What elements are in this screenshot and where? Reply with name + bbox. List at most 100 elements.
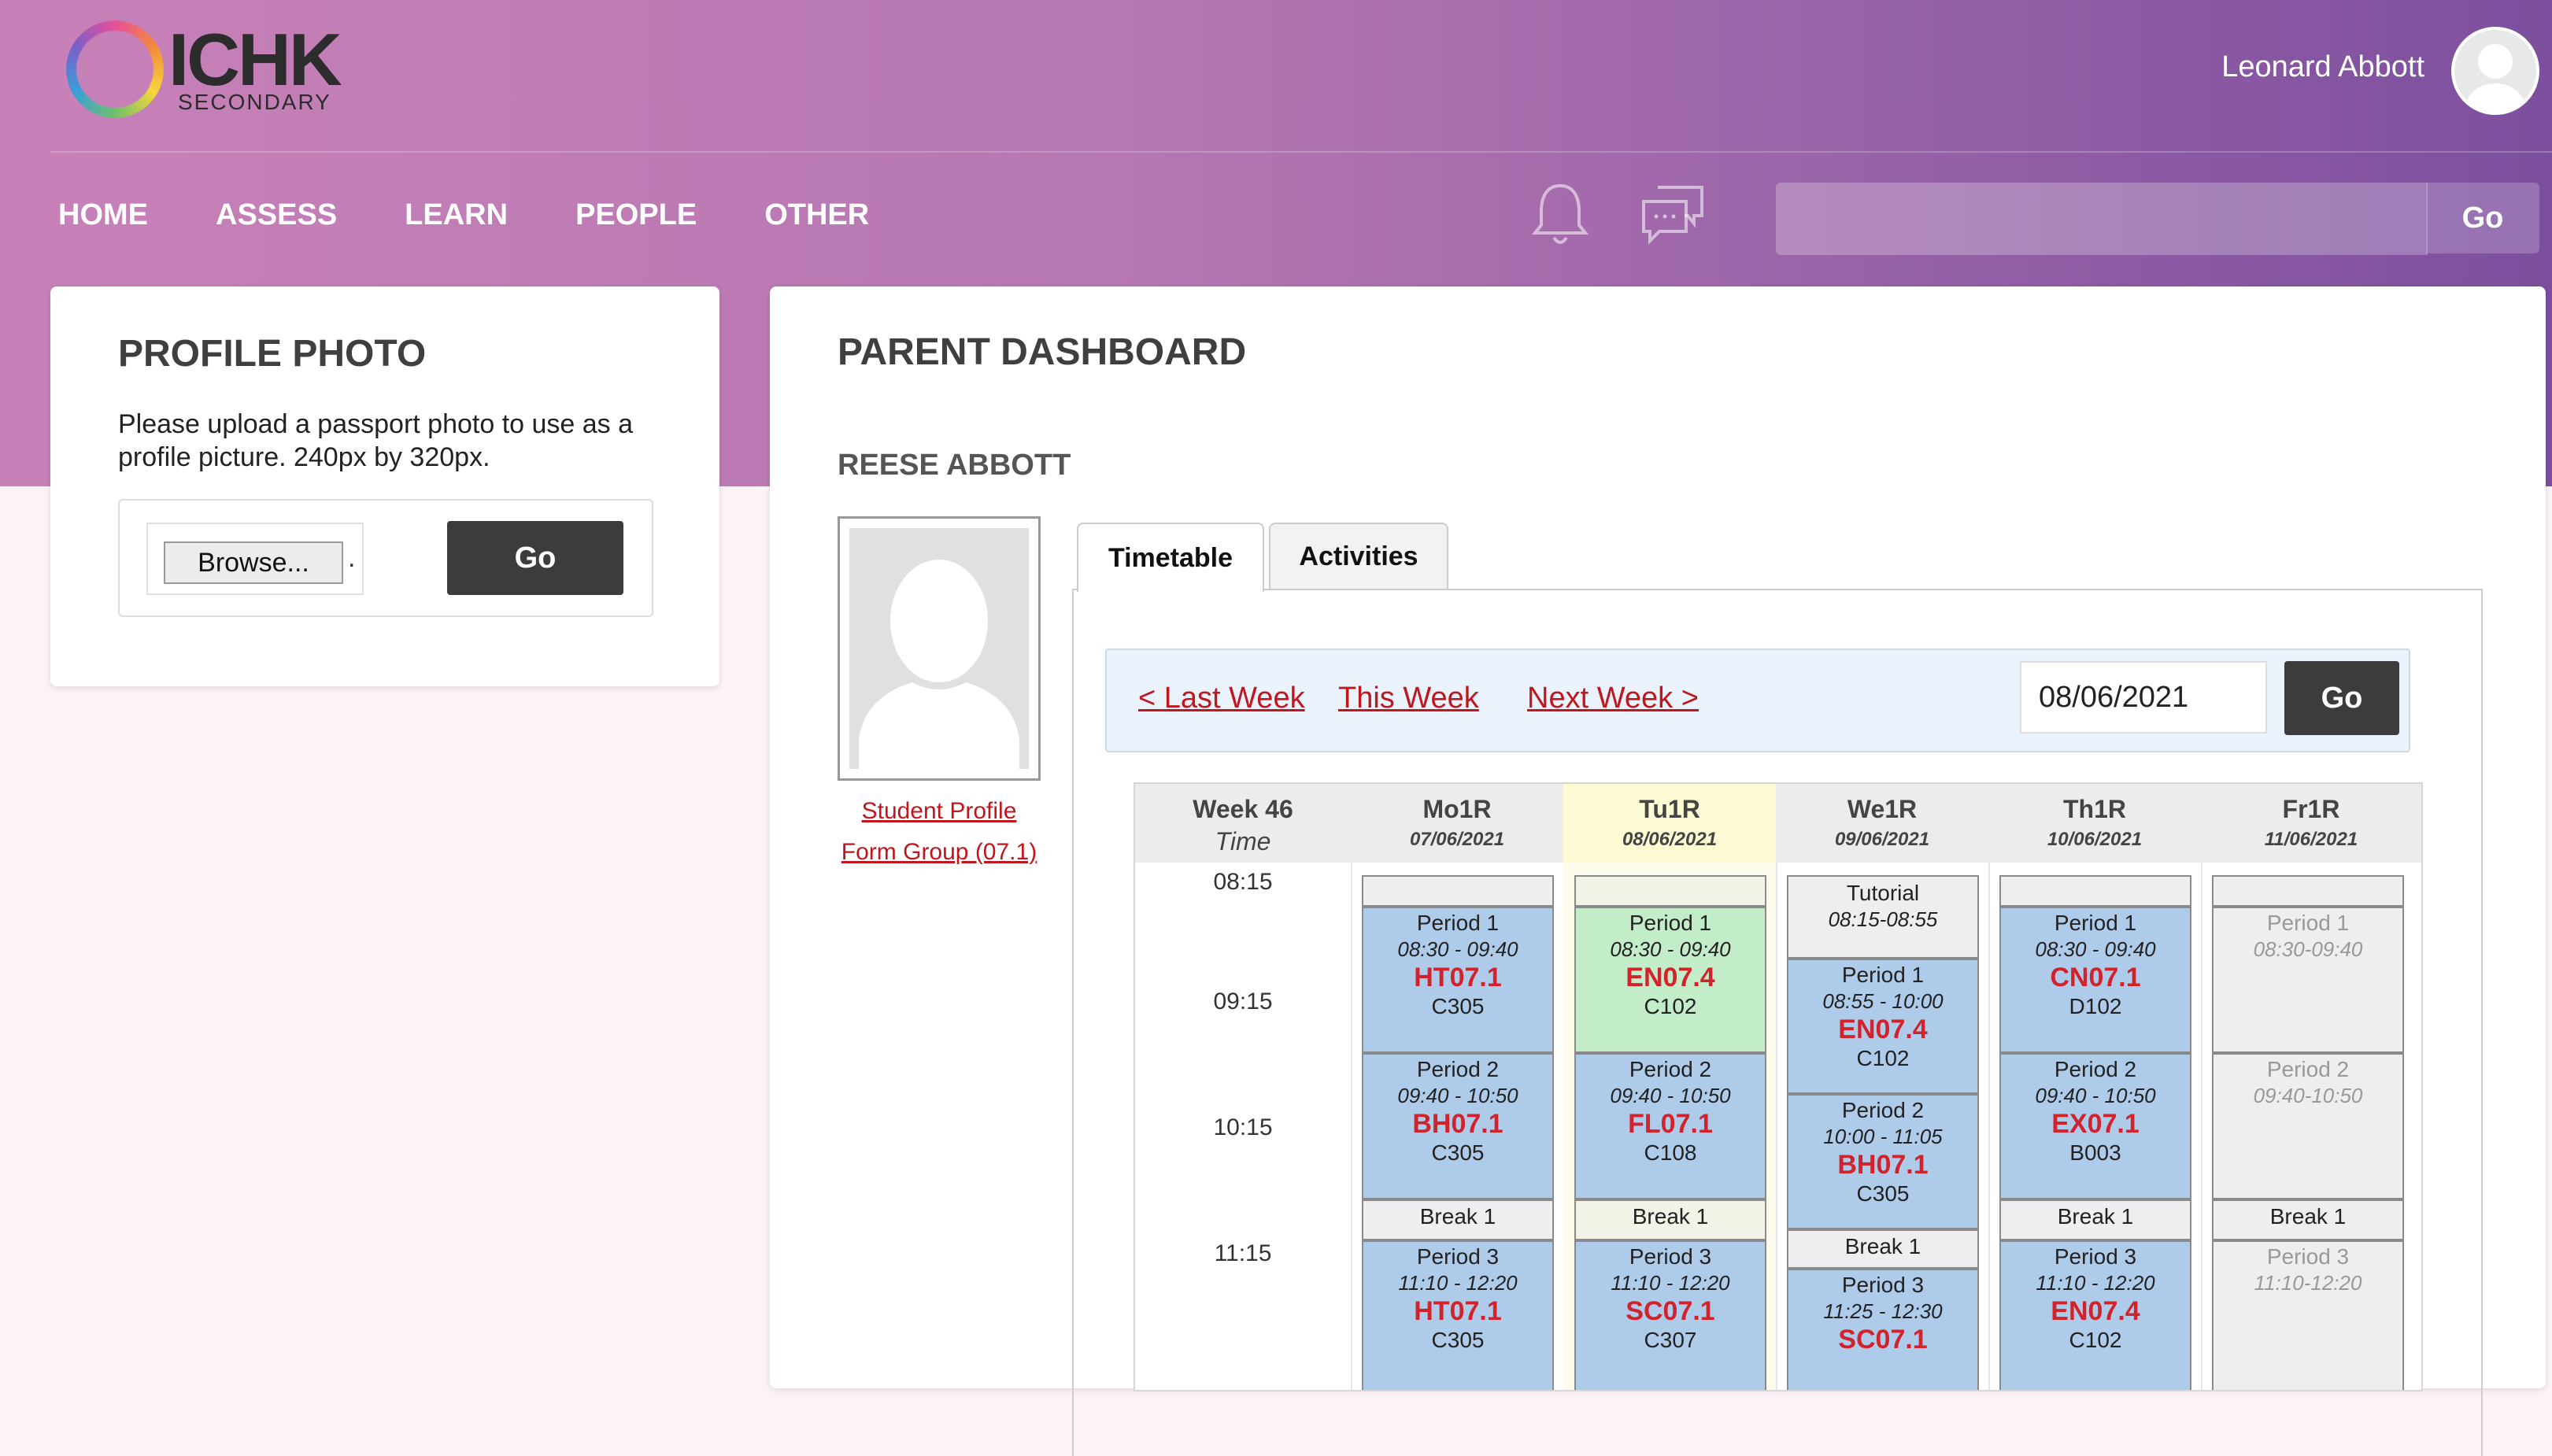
period-label: Period 2 bbox=[2266, 1057, 2350, 1081]
student-name: REESE ABBOTT bbox=[838, 449, 1071, 482]
profile-photo-title: PROFILE PHOTO bbox=[118, 333, 427, 375]
lesson-block-inactive[interactable]: Period 2 09:40-10:50 bbox=[2212, 1053, 2404, 1199]
time-slot: 11:15 bbox=[1214, 1240, 1272, 1266]
class-code: EN07.4 bbox=[2051, 1296, 2140, 1326]
lesson-block[interactable]: Period 1 08:30 - 09:40 CN07.1 D102 bbox=[1999, 907, 2191, 1053]
nav-other[interactable]: OTHER bbox=[764, 198, 870, 231]
room: C102 bbox=[2069, 1328, 2122, 1352]
day-header-th: Th1R 10/06/2021 bbox=[1988, 784, 2202, 863]
file-name-text: . bbox=[348, 543, 356, 573]
day-header-fr: Fr1R 11/06/2021 bbox=[2201, 784, 2421, 863]
empty-slot bbox=[1362, 875, 1554, 907]
student-photo bbox=[838, 516, 1041, 781]
time-slot: 10:15 bbox=[1213, 1114, 1273, 1140]
period-time: 09:40-10:50 bbox=[2253, 1084, 2363, 1107]
time-column: 08:15 09:15 10:15 11:15 bbox=[1135, 863, 1352, 1390]
profile-photo-card: PROFILE PHOTO Please upload a passport p… bbox=[50, 286, 719, 686]
lesson-block[interactable]: Period 2 09:40 - 10:50 EX07.1 B003 bbox=[1999, 1053, 2191, 1199]
room: C108 bbox=[1644, 1140, 1697, 1165]
week-label: Week 46 bbox=[1193, 795, 1293, 823]
nav-assess[interactable]: ASSESS bbox=[216, 198, 338, 231]
next-week-link[interactable]: Next Week > bbox=[1527, 682, 1699, 715]
day-date: 11/06/2021 bbox=[2264, 829, 2358, 850]
student-profile-link[interactable]: Student Profile bbox=[861, 798, 1017, 824]
search-input[interactable] bbox=[1776, 183, 2428, 255]
period-time: 10:00 - 11:05 bbox=[1823, 1125, 1943, 1148]
tab-activities[interactable]: Activities bbox=[1269, 523, 1448, 589]
class-code: HT07.1 bbox=[1414, 963, 1502, 992]
week-navigation: < Last Week This Week Next Week > 08/06/… bbox=[1105, 649, 2410, 752]
this-week-link[interactable]: This Week bbox=[1338, 682, 1479, 715]
lesson-block[interactable]: Period 2 09:40 - 10:50 BH07.1 C305 bbox=[1362, 1053, 1554, 1199]
lesson-block[interactable]: Period 3 11:25 - 12:30 SC07.1 bbox=[1787, 1269, 1979, 1390]
form-group-link[interactable]: Form Group (07.1) bbox=[841, 839, 1037, 865]
search-go-button[interactable]: Go bbox=[2426, 183, 2539, 253]
dashboard-title: PARENT DASHBOARD bbox=[838, 331, 1247, 373]
period-label: Period 1 bbox=[1629, 911, 1712, 935]
school-logo[interactable]: ICHK SECONDARY bbox=[66, 17, 350, 120]
day-name: Tu1R bbox=[1639, 795, 1700, 823]
file-input[interactable]: Browse... . bbox=[146, 523, 364, 595]
class-code: EN07.4 bbox=[1838, 1014, 1928, 1044]
period-label: Period 1 bbox=[2266, 911, 2350, 935]
nav-people[interactable]: PEOPLE bbox=[575, 198, 697, 231]
break-block: Break 1 bbox=[1362, 1199, 1554, 1240]
nav-home[interactable]: HOME bbox=[58, 198, 148, 231]
date-go-button[interactable]: Go bbox=[2284, 661, 2399, 735]
period-time: 08:30 - 09:40 bbox=[1610, 937, 1731, 961]
class-code: SC07.1 bbox=[1838, 1325, 1928, 1354]
period-label: Period 1 bbox=[2054, 911, 2137, 935]
time-slot: 09:15 bbox=[1213, 989, 1273, 1014]
lesson-block-inactive[interactable]: Period 3 11:10-12:20 bbox=[2212, 1240, 2404, 1390]
period-label: Period 2 bbox=[2054, 1057, 2137, 1081]
logo-subtext: SECONDARY bbox=[178, 90, 331, 114]
break-label: Break 1 bbox=[1632, 1204, 1709, 1229]
room: C102 bbox=[1856, 1046, 1910, 1070]
last-week-link[interactable]: < Last Week bbox=[1138, 682, 1305, 715]
room: B003 bbox=[2069, 1140, 2121, 1165]
period-label: Tutorial bbox=[1846, 881, 1920, 905]
day-header-mo: Mo1R 07/06/2021 bbox=[1351, 784, 1565, 863]
period-label: Period 3 bbox=[1416, 1244, 1500, 1269]
lesson-block[interactable]: Period 1 08:55 - 10:00 EN07.4 C102 bbox=[1787, 959, 1979, 1094]
browse-button[interactable]: Browse... bbox=[164, 541, 343, 584]
chat-icon[interactable] bbox=[1639, 181, 1707, 249]
break-block: Break 1 bbox=[1787, 1229, 1979, 1269]
lesson-block[interactable]: Period 1 08:30 - 09:40 HT07.1 C305 bbox=[1362, 907, 1554, 1053]
user-avatar[interactable] bbox=[2451, 27, 2539, 115]
break-block: Break 1 bbox=[1999, 1199, 2191, 1240]
day-date: 09/06/2021 bbox=[1834, 829, 1930, 850]
tutorial-block[interactable]: Tutorial 08:15-08:55 bbox=[1787, 875, 1979, 959]
tab-timetable[interactable]: Timetable bbox=[1077, 523, 1264, 592]
day-column-we: Tutorial 08:15-08:55 Period 1 08:55 - 10… bbox=[1776, 863, 1990, 1390]
day-name: Mo1R bbox=[1422, 795, 1492, 823]
lesson-block-inactive[interactable]: Period 1 08:30-09:40 bbox=[2212, 907, 2404, 1053]
bell-icon[interactable] bbox=[1529, 179, 1592, 250]
nav-learn[interactable]: LEARN bbox=[405, 198, 509, 231]
period-time: 09:40 - 10:50 bbox=[1397, 1084, 1518, 1107]
person-silhouette-icon bbox=[859, 560, 1019, 769]
period-label: Period 2 bbox=[1841, 1098, 1925, 1122]
period-label: Period 3 bbox=[1629, 1244, 1712, 1269]
lesson-block-current[interactable]: Period 1 08:30 - 09:40 EN07.4 C102 bbox=[1574, 907, 1766, 1053]
lesson-block[interactable]: Period 3 11:10 - 12:20 SC07.1 C307 bbox=[1574, 1240, 1766, 1390]
period-time: 09:40 - 10:50 bbox=[2035, 1084, 2156, 1107]
date-input[interactable]: 08/06/2021 bbox=[2020, 661, 2267, 734]
user-name[interactable]: Leonard Abbott bbox=[2221, 50, 2424, 83]
time-label: Time bbox=[1215, 827, 1271, 855]
period-label: Period 3 bbox=[2054, 1244, 2137, 1269]
lesson-block[interactable]: Period 2 10:00 - 11:05 BH07.1 C305 bbox=[1787, 1094, 1979, 1229]
upload-go-button[interactable]: Go bbox=[447, 521, 623, 595]
lesson-block[interactable]: Period 3 11:10 - 12:20 HT07.1 C305 bbox=[1362, 1240, 1554, 1390]
day-column-th: Period 1 08:30 - 09:40 CN07.1 D102 Perio… bbox=[1988, 863, 2202, 1390]
period-time: 11:10-12:20 bbox=[2254, 1271, 2362, 1295]
room: C305 bbox=[1431, 994, 1485, 1018]
period-label: Period 2 bbox=[1629, 1057, 1712, 1081]
period-label: Period 3 bbox=[1841, 1273, 1925, 1297]
tab-panel bbox=[1072, 589, 2483, 1456]
period-time: 08:55 - 10:00 bbox=[1822, 989, 1944, 1013]
lesson-block[interactable]: Period 3 11:10 - 12:20 EN07.4 C102 bbox=[1999, 1240, 2191, 1390]
break-label: Break 1 bbox=[2057, 1204, 2134, 1229]
lesson-block[interactable]: Period 2 09:40 - 10:50 FL07.1 C108 bbox=[1574, 1053, 1766, 1199]
empty-slot bbox=[1999, 875, 2191, 907]
